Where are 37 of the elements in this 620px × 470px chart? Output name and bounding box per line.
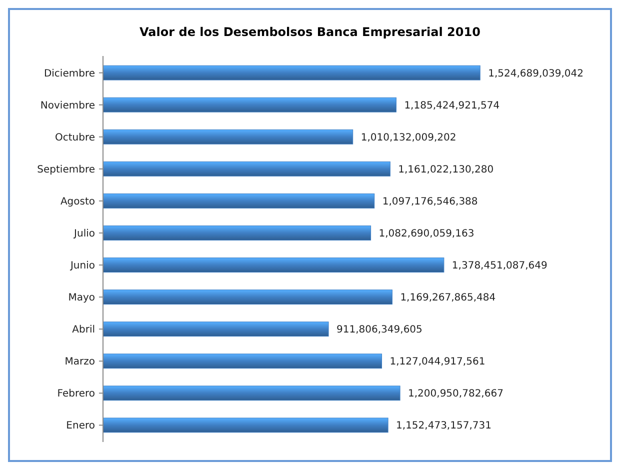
- y-tick-label: Agosto: [60, 196, 95, 208]
- y-tick-label: Diciembre: [44, 68, 95, 80]
- y-tick-label: Mayo: [68, 292, 95, 304]
- bar: [102, 386, 400, 401]
- y-tick-label: Marzo: [64, 356, 95, 368]
- bar: [102, 193, 375, 208]
- y-tick-label: Noviembre: [40, 100, 95, 112]
- data-label: 1,200,950,782,667: [408, 388, 504, 400]
- data-label: 1,127,044,917,561: [390, 356, 486, 368]
- data-label: 1,185,424,921,574: [404, 100, 500, 112]
- data-label: 1,152,473,157,731: [396, 420, 492, 432]
- bar: [102, 354, 382, 369]
- data-label: 911,806,349,605: [336, 324, 422, 336]
- data-label: 1,524,689,039,042: [488, 68, 584, 80]
- data-label: 1,097,176,546,388: [382, 196, 478, 208]
- bar: [102, 97, 396, 112]
- y-tick-label: Junio: [69, 260, 95, 272]
- bar: [102, 418, 388, 433]
- data-label: 1,169,267,865,484: [400, 292, 496, 304]
- data-label: 1,010,132,009,202: [360, 132, 456, 144]
- bar: [102, 161, 390, 176]
- y-tick-label: Septiembre: [37, 164, 95, 176]
- y-tick-label: Enero: [66, 420, 95, 432]
- y-tick-label: Octubre: [54, 132, 95, 144]
- bar: [102, 226, 372, 240]
- data-label: 1,378,451,087,649: [452, 260, 548, 272]
- y-tick-label: Julio: [73, 228, 95, 240]
- bar: [102, 258, 444, 272]
- chart-title: Valor de los Desembolsos Banca Empresarial 2010: [140, 25, 480, 39]
- data-label: 1,161,022,130,280: [398, 164, 494, 176]
- y-tick-label: Febrero: [57, 388, 95, 400]
- bar: [102, 65, 480, 80]
- bar: [102, 322, 329, 337]
- y-tick-label: Abril: [72, 324, 95, 336]
- data-label: 1,082,690,059,163: [378, 228, 474, 240]
- bar: [102, 129, 354, 144]
- bar: [102, 290, 392, 305]
